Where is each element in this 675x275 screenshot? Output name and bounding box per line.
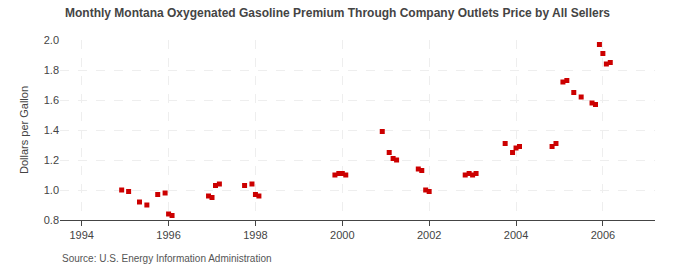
svg-text:Source: U.S. Energy Informatio: Source: U.S. Energy Information Administ… bbox=[62, 253, 272, 264]
svg-text:1.8: 1.8 bbox=[44, 64, 59, 76]
svg-text:1994: 1994 bbox=[69, 229, 93, 241]
svg-text:Monthly Montana Oxygenated Gas: Monthly Montana Oxygenated Gasoline Prem… bbox=[65, 6, 610, 20]
svg-text:2.0: 2.0 bbox=[44, 34, 59, 46]
svg-text:Dollars per Gallon: Dollars per Gallon bbox=[18, 86, 30, 174]
svg-text:2002: 2002 bbox=[417, 229, 441, 241]
svg-text:1.4: 1.4 bbox=[44, 124, 59, 136]
svg-text:0.8: 0.8 bbox=[44, 214, 59, 226]
svg-text:2006: 2006 bbox=[591, 229, 615, 241]
svg-text:2000: 2000 bbox=[330, 229, 354, 241]
svg-text:2004: 2004 bbox=[504, 229, 528, 241]
svg-text:1998: 1998 bbox=[243, 229, 267, 241]
svg-text:1.2: 1.2 bbox=[44, 154, 59, 166]
svg-text:1996: 1996 bbox=[156, 229, 180, 241]
svg-text:1.0: 1.0 bbox=[44, 184, 59, 196]
svg-text:1.6: 1.6 bbox=[44, 94, 59, 106]
